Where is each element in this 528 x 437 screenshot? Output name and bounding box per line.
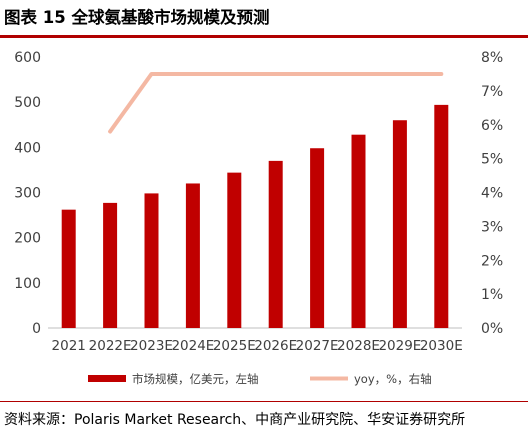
y-right-tick-label: 0% [481,321,503,337]
figure-title: 图表 15 全球氨基酸市场规模及预测 [4,8,270,27]
source-note: 资料来源：Polaris Market Research、中商产业研究院、华安证… [4,412,466,428]
bar [185,183,200,328]
x-tick-label: 2029E [378,338,421,354]
title-rule [0,35,528,38]
y-left-tick-label: 600 [14,50,41,66]
bar [434,104,449,328]
y-right-tick-label: 1% [481,287,503,303]
y-left-tick-label: 200 [14,231,41,247]
line-yoy [108,71,444,134]
x-tick-label: 2030E [420,338,463,354]
y-right-tick-label: 8% [481,50,503,66]
x-tick-label: 2027E [296,338,339,354]
chart: 0 100 200 300 400 500 600 0% 1% 2% 3% 4% 5% 6% 7% 8% 202… [14,50,503,386]
bar [61,209,76,328]
x-tick-label: 2022E [89,338,132,354]
bar [103,202,118,328]
y-left-tick-label: 300 [14,186,41,202]
chart-axes: 0 100 200 300 400 500 600 0% 1% 2% 3% 4% 5% 6% 7% 8% 202… [14,50,503,354]
y-left-tick-label: 0 [32,321,41,337]
legend-swatch-bar [88,375,126,382]
y-left-tick-label: 400 [14,140,41,156]
y-left-tick-label: 100 [14,276,41,292]
legend: 市场规模，亿美元，左轴 yoy，%，右轴 [88,372,432,386]
bar [310,148,325,328]
bar-series [61,104,449,328]
x-tick-label: 2024E [171,338,214,354]
x-tick-label: 2023E [130,338,173,354]
source-rule [0,401,528,402]
x-tick-label: 2028E [337,338,380,354]
bar [392,120,407,328]
bar [351,134,366,328]
line-series [108,71,444,134]
y-right-tick-label: 6% [481,118,503,134]
y-right-tick-label: 5% [481,152,503,168]
x-tick-label: 2025E [213,338,256,354]
bar [227,172,242,328]
x-tick-label: 2026E [254,338,297,354]
legend-label-bar: 市场规模，亿美元，左轴 [132,372,259,386]
y-right-tick-label: 7% [481,84,503,100]
x-tick-label: 2021 [52,338,86,354]
y-right-tick-label: 4% [481,186,503,202]
y-right-tick-label: 2% [481,253,503,269]
bar [144,193,159,328]
y-right-tick-label: 3% [481,219,503,235]
bar [268,160,283,328]
y-left-tick-label: 500 [14,95,41,111]
legend-label-line: yoy，%，右轴 [354,372,432,386]
